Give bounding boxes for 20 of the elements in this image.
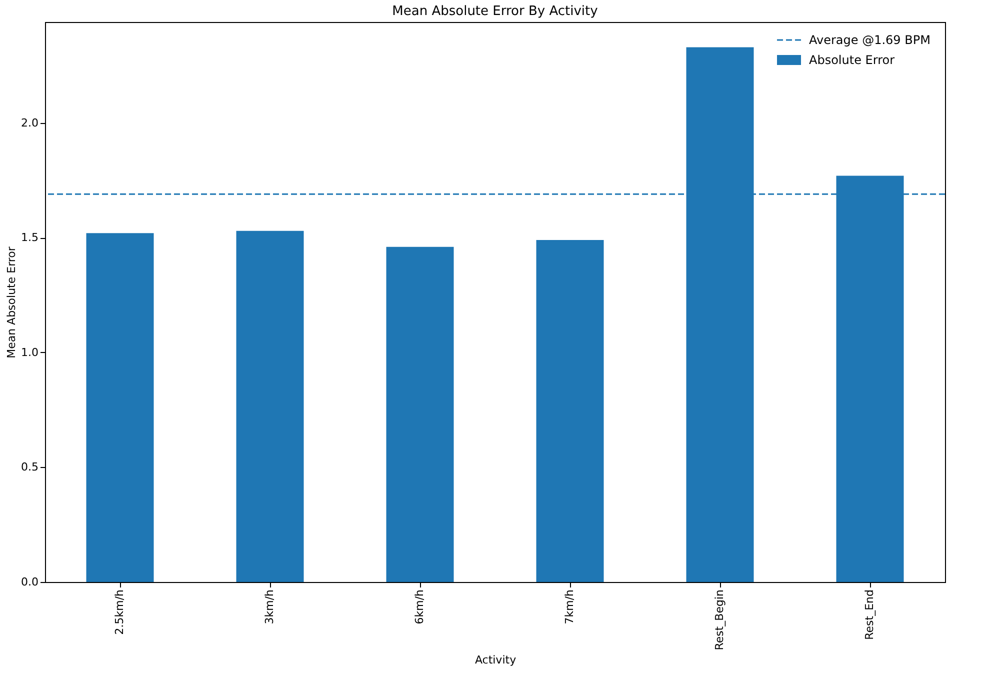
y-tick-label: 1.0	[21, 346, 38, 359]
y-tick-label: 2.0	[21, 116, 38, 130]
bar	[236, 230, 304, 582]
y-axis-title: Mean Absolute Error	[5, 246, 18, 358]
x-tick-label: Rest_Begin	[713, 589, 726, 650]
y-tick-label: 1.5	[21, 231, 38, 244]
chart-title: Mean Absolute Error By Activity	[392, 4, 598, 19]
y-tick-label: 0.5	[21, 460, 38, 474]
legend-label: Average @1.69 BPM	[809, 33, 930, 47]
x-tick-label: 6km/h	[413, 589, 426, 624]
bar	[386, 246, 454, 582]
y-tick-label: 0.0	[21, 576, 38, 588]
x-tick-label: 3km/h	[263, 589, 276, 624]
bar	[536, 240, 604, 582]
bar	[86, 233, 154, 582]
x-tick-label: 7km/h	[563, 589, 576, 624]
legend-label: Absolute Error	[809, 53, 895, 67]
x-axis-title: Activity	[474, 653, 517, 666]
x-tick-label: Rest_End	[863, 590, 876, 640]
x-tick-label: 2.5km/h	[113, 589, 126, 635]
